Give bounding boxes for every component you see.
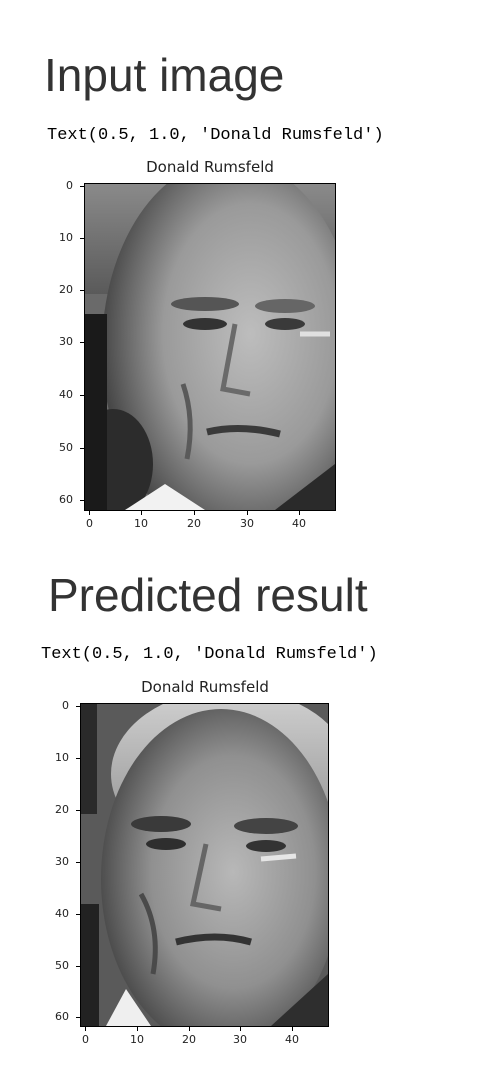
predicted-ytick: 10	[55, 751, 69, 764]
predicted-result-heading: Predicted result	[48, 569, 368, 621]
predicted-ytick: 0	[62, 699, 69, 712]
predicted-plot-title: Donald Rumsfeld	[141, 678, 269, 696]
input-xtick: 10	[134, 517, 148, 530]
predicted-xtick: 20	[182, 1033, 196, 1046]
input-xtick: 30	[240, 517, 254, 530]
input-image-heading: Input image	[44, 49, 285, 101]
predicted-ytick: 60	[55, 1010, 69, 1023]
predicted-ytick: 50	[55, 959, 69, 972]
input-ytick: 50	[59, 441, 73, 454]
input-ytick: 30	[59, 335, 73, 348]
input-ytick: 10	[59, 231, 73, 244]
predicted-output-text: Text(0.5, 1.0, 'Donald Rumsfeld')	[41, 645, 378, 664]
face-photo-icon	[85, 184, 335, 510]
predicted-xtick: 0	[82, 1033, 89, 1046]
input-face-image	[84, 183, 336, 511]
input-output-text: Text(0.5, 1.0, 'Donald Rumsfeld')	[47, 126, 384, 145]
predicted-xtick: 40	[285, 1033, 299, 1046]
predicted-xtick: 10	[130, 1033, 144, 1046]
input-plot-title: Donald Rumsfeld	[146, 158, 274, 176]
predicted-ytick: 40	[55, 907, 69, 920]
input-ytick: 60	[59, 493, 73, 506]
predicted-ytick: 30	[55, 855, 69, 868]
input-xtick: 0	[86, 517, 93, 530]
input-ytick: 40	[59, 388, 73, 401]
input-ytick: 0	[66, 179, 73, 192]
predicted-ytick: 20	[55, 803, 69, 816]
input-xtick: 20	[187, 517, 201, 530]
predicted-face-image	[80, 703, 329, 1027]
input-xtick: 40	[292, 517, 306, 530]
predicted-xtick: 30	[233, 1033, 247, 1046]
face-photo-icon	[81, 704, 328, 1026]
input-ytick: 20	[59, 283, 73, 296]
